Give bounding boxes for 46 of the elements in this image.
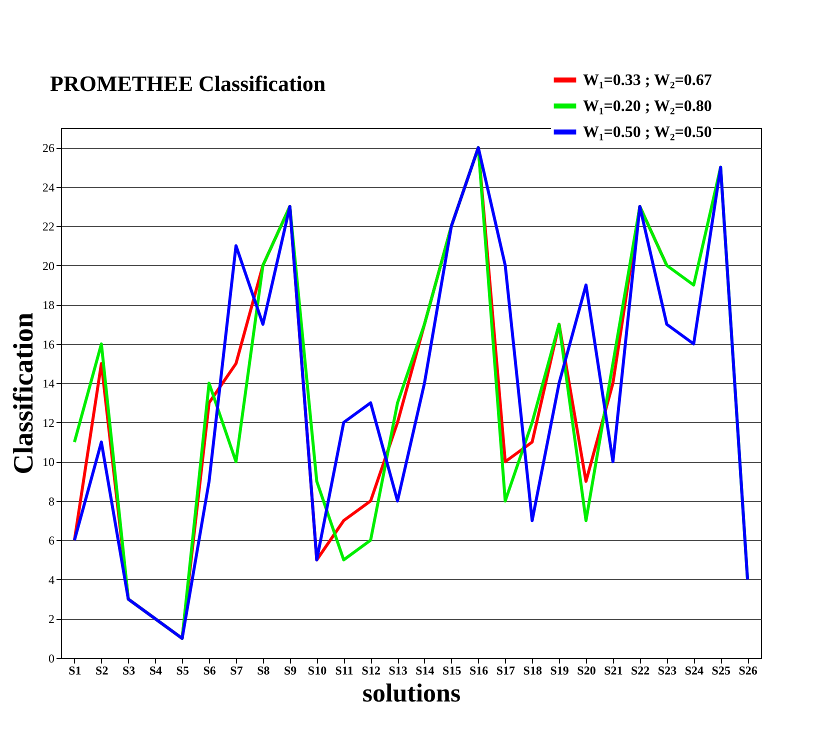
x-tick-label: S17 (496, 664, 516, 678)
x-tick-label: S20 (577, 664, 596, 678)
x-tick-label: S25 (712, 664, 730, 678)
x-axis-title: solutions (362, 678, 461, 708)
x-tick-label: S13 (388, 664, 408, 678)
y-tick-label: 16 (42, 337, 54, 352)
x-tick-label: S7 (230, 664, 243, 678)
x-tick-label: S24 (684, 664, 704, 678)
x-tick-label: S6 (203, 664, 216, 678)
x-tick-label: S1 (68, 664, 82, 678)
legend-label: W₁=0.50 ; W₂=0.50 (583, 124, 712, 141)
x-tick-label: S21 (604, 664, 623, 678)
y-tick-label: 12 (42, 416, 54, 430)
y-tick-label: 26 (42, 141, 54, 156)
x-tick-label: S14 (416, 664, 434, 678)
y-tick-label: 14 (42, 376, 54, 391)
x-tick-label: S3 (122, 664, 136, 678)
y-tick-label: 4 (48, 572, 54, 587)
x-tick-label: S8 (257, 664, 270, 678)
x-tick-label: S11 (335, 664, 354, 678)
y-tick-label: 10 (42, 455, 54, 470)
x-tick-label: S5 (176, 664, 189, 678)
x-tick-label: S9 (284, 664, 297, 678)
x-tick-label: S26 (738, 664, 758, 678)
legend-label: W₁=0.20 ; W₂=0.80 (583, 98, 712, 115)
y-tick-label: 18 (42, 298, 54, 312)
y-tick-label: 20 (42, 258, 54, 273)
x-tick-label: S4 (149, 664, 162, 678)
y-tick-label: 24 (42, 180, 54, 194)
y-axis-title: Classification (8, 312, 40, 474)
chart-title: PROMETHEE Classification (50, 71, 326, 96)
y-tick-label: 22 (42, 220, 54, 234)
x-tick-label: S12 (362, 664, 380, 678)
x-tick-label: S15 (442, 664, 462, 678)
x-tick-label: S22 (631, 664, 650, 678)
legend-label: W₁=0.33 ; W₂=0.67 (583, 72, 712, 89)
y-tick-label: 6 (48, 534, 54, 548)
x-tick-label: S18 (523, 664, 542, 678)
x-tick-label: S23 (658, 664, 677, 678)
x-tick-label: S19 (550, 664, 569, 678)
y-tick-label: 2 (48, 612, 54, 626)
y-tick-label: 8 (48, 494, 54, 508)
x-tick-label: S10 (308, 664, 327, 678)
y-tick-label: 0 (48, 652, 54, 666)
x-tick-label: S2 (96, 664, 108, 678)
x-tick-label: S16 (469, 664, 488, 678)
